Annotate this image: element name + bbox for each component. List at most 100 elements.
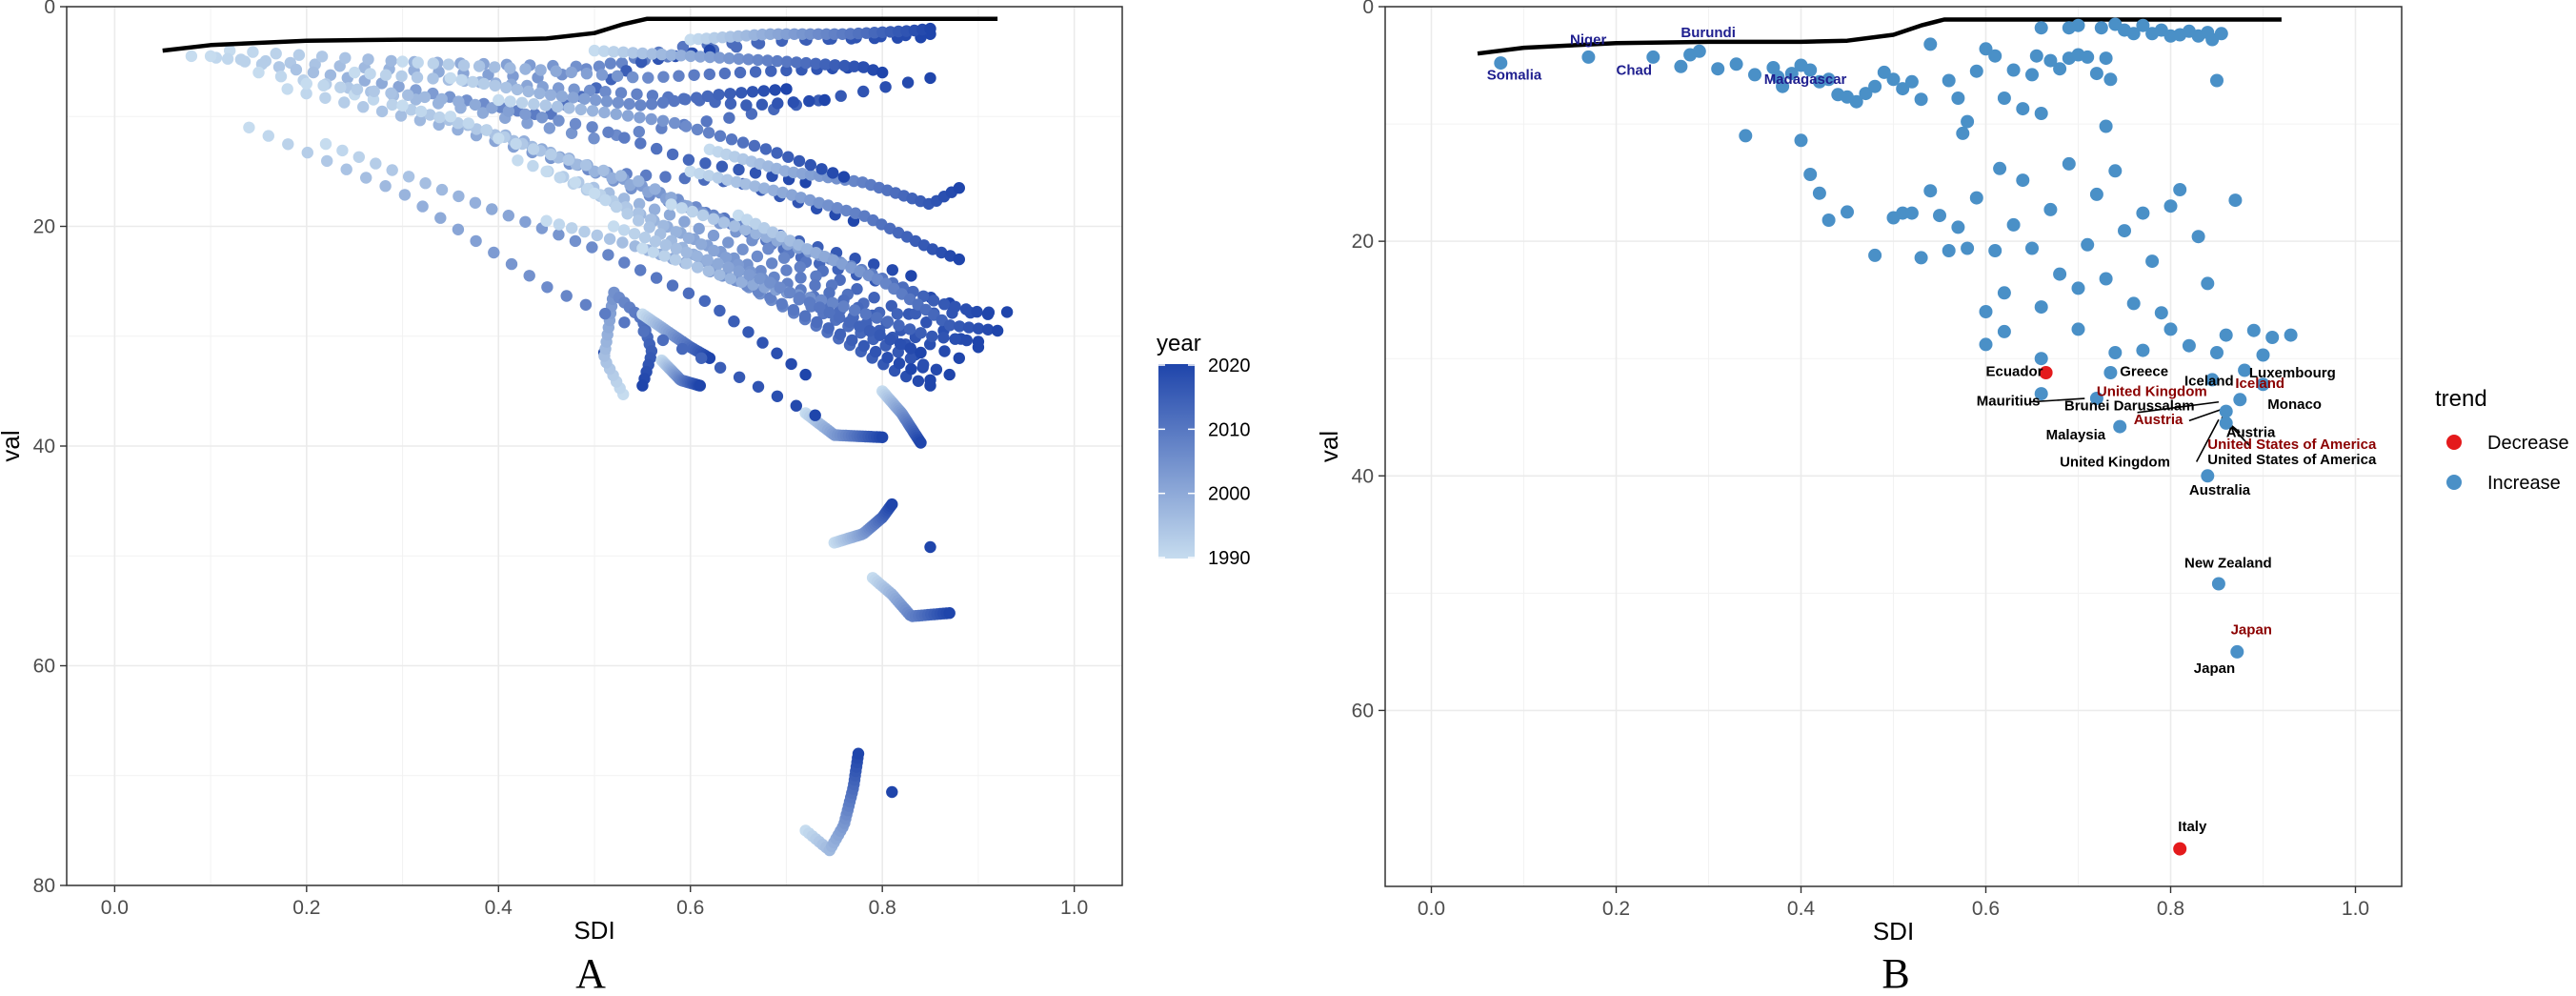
increase-point <box>1646 50 1660 64</box>
year-point <box>602 126 614 138</box>
year-point <box>535 112 549 124</box>
year-point <box>553 172 566 184</box>
year-point <box>370 157 382 170</box>
year-point <box>319 91 332 105</box>
increase-point <box>1711 62 1725 76</box>
year-point <box>504 95 516 108</box>
year-point <box>905 270 917 282</box>
year-point <box>414 105 428 118</box>
year-point <box>699 157 712 170</box>
year-point <box>927 295 940 307</box>
year-point <box>703 68 715 81</box>
increase-point <box>2246 323 2261 337</box>
year-point <box>597 164 610 177</box>
increase-point <box>1886 72 1901 87</box>
year-point <box>785 357 797 371</box>
year-point <box>500 81 513 94</box>
year-point <box>647 246 660 258</box>
year-point <box>879 81 892 93</box>
country-label: Australia <box>2189 482 2251 498</box>
year-point <box>357 101 370 113</box>
year-point <box>680 120 693 132</box>
year-point <box>730 175 743 189</box>
year-point <box>859 308 872 320</box>
increase-point <box>1896 206 1910 220</box>
year-point <box>455 73 468 87</box>
year-point <box>868 258 880 271</box>
increase-point <box>2081 237 2095 252</box>
year-point <box>379 69 392 81</box>
year-point <box>728 315 740 328</box>
year-point <box>627 47 639 59</box>
year-point <box>972 335 985 348</box>
year-point <box>857 339 870 353</box>
increase-point <box>2081 50 2095 64</box>
increase-point <box>1849 94 1863 109</box>
year-point <box>684 165 696 178</box>
increase-point <box>2265 331 2280 344</box>
year-point <box>712 257 724 270</box>
year-point <box>617 224 631 236</box>
year-point <box>795 168 809 180</box>
year-point <box>694 167 706 180</box>
increase-point <box>2191 230 2205 244</box>
year-point <box>560 290 573 302</box>
year-point <box>634 137 647 150</box>
x-tick-label: 0.4 <box>1787 898 1816 920</box>
increase-point <box>1933 209 1946 223</box>
increase-point <box>2233 393 2247 407</box>
year-point <box>835 257 849 271</box>
year-point <box>566 222 578 234</box>
increase-point <box>1914 92 1928 107</box>
year-point <box>729 220 741 233</box>
trajectory <box>799 747 865 857</box>
year-point <box>646 48 658 60</box>
year-point <box>691 123 704 136</box>
year-point <box>724 88 736 100</box>
year-point <box>612 96 624 110</box>
year-point <box>591 229 603 242</box>
increase-point <box>1997 324 2011 338</box>
year-point <box>682 232 695 244</box>
year-point <box>891 308 904 320</box>
year-point <box>680 246 693 259</box>
year-point <box>749 167 762 179</box>
year-point <box>551 100 564 113</box>
year-point <box>670 226 682 238</box>
increase-point <box>2103 366 2118 379</box>
country-label: Austria <box>2226 425 2276 441</box>
increase-point <box>1904 74 1919 89</box>
country-label: Burundi <box>1680 25 1736 41</box>
year-point <box>752 380 765 393</box>
increase-point <box>2006 217 2021 232</box>
year-point <box>457 59 471 71</box>
increase-point <box>2136 18 2150 32</box>
year-point <box>352 151 365 163</box>
increase-point <box>2089 187 2103 201</box>
trajectory <box>588 44 889 79</box>
year-point <box>903 323 916 335</box>
year-point <box>444 71 457 85</box>
year-point <box>659 171 672 183</box>
year-point <box>790 56 803 69</box>
year-point <box>762 243 775 255</box>
increase-point <box>2163 199 2178 213</box>
year-point <box>627 71 639 84</box>
year-point <box>938 345 951 357</box>
increase-point <box>2034 21 2048 35</box>
year-point <box>733 265 745 277</box>
year-point <box>826 296 839 309</box>
year-point <box>857 61 870 73</box>
year-point <box>893 319 905 332</box>
year-point <box>614 170 628 182</box>
trajectory <box>924 540 936 554</box>
year-point <box>398 189 412 201</box>
year-point <box>669 116 681 130</box>
year-point <box>834 328 847 340</box>
country-label: Luxembourg <box>2249 365 2336 381</box>
year-point <box>848 60 860 72</box>
increase-point <box>2211 577 2225 591</box>
year-point <box>694 379 706 392</box>
year-point <box>645 112 657 126</box>
year-point <box>803 296 816 309</box>
